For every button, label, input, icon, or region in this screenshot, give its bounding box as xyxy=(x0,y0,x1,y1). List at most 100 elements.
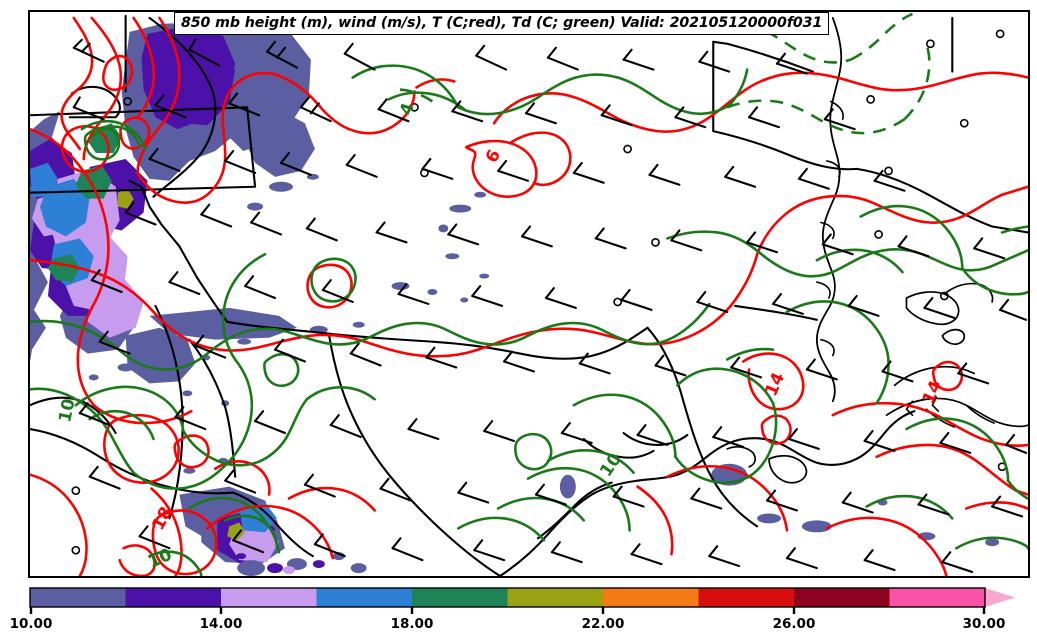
coast-detail-e7 xyxy=(905,396,940,416)
td-contour-gulf-1 xyxy=(572,393,677,459)
td-dash-4 xyxy=(903,43,931,121)
wind-fill-band-16c xyxy=(30,162,58,197)
wind-barb xyxy=(188,38,221,67)
wind-barb xyxy=(232,529,265,554)
coast-detail-e3 xyxy=(941,328,966,345)
colorbar-tick-label: 14.00 xyxy=(200,616,243,632)
td-contour-nw-low xyxy=(88,409,155,441)
state-border-texas-east xyxy=(646,326,759,528)
wind-barb xyxy=(321,279,354,303)
wind-barb xyxy=(847,294,880,317)
wind-barb xyxy=(88,465,121,490)
colorbar-svg[interactable]: 10.00 14.00 18.00 22.00 26.00 30.00 xyxy=(0,586,1037,633)
td-contour-s-2 xyxy=(259,397,309,463)
wind-barb xyxy=(690,487,723,510)
state-border-east-horizontal xyxy=(712,40,814,73)
wind-barb xyxy=(696,290,729,313)
t-contour-gulf-3 xyxy=(636,485,674,556)
colorbar-tick-label: 30.00 xyxy=(963,616,1006,632)
wind-barb xyxy=(863,429,896,452)
t-contour-s-2 xyxy=(287,486,376,512)
colorbar[interactable]: 10.00 14.00 18.00 22.00 26.00 30.00 xyxy=(0,586,1037,633)
t-contour-mid-1 xyxy=(205,71,285,196)
t-contour-ne-box xyxy=(281,76,416,135)
wind-fill-speckles xyxy=(88,173,1000,576)
colorbar-segment xyxy=(794,588,890,607)
td-contour-e-3 xyxy=(815,248,904,274)
wind-barb xyxy=(630,543,663,566)
colorbar-segment xyxy=(221,588,317,607)
colorbar-segment xyxy=(698,588,794,607)
t-contour-gulf-1 xyxy=(741,352,805,411)
wind-barb xyxy=(923,296,956,319)
t-contour-sw-2 xyxy=(76,306,96,407)
wind-barb xyxy=(447,223,480,246)
state-border-sw-lower xyxy=(30,427,235,495)
river-interior-2 xyxy=(154,304,184,520)
coast-detail-gulf-ne xyxy=(768,455,808,484)
wind-barb xyxy=(303,473,336,498)
wind-barb xyxy=(897,235,930,258)
t-contour-ne-upper xyxy=(520,71,1028,133)
state-border-east-lower xyxy=(734,304,818,321)
colorbar-tick-label: 10.00 xyxy=(10,616,53,632)
t-contour-closed-1 xyxy=(102,54,134,92)
wind-barb xyxy=(279,151,312,176)
td-contour-closed-bay xyxy=(514,432,553,471)
station-markers xyxy=(71,29,1007,555)
wind-barb xyxy=(746,231,779,254)
colorbar-segment xyxy=(507,588,603,607)
wind-barb xyxy=(78,402,111,427)
colorbar-outline xyxy=(29,587,986,608)
t-contour-sw-lower2 xyxy=(150,487,183,576)
wind-barb xyxy=(748,106,781,129)
contour-label: 14 xyxy=(760,369,788,399)
wind-barb xyxy=(805,358,838,381)
contour-label: 6 xyxy=(481,146,504,166)
colorbar-ticks xyxy=(29,607,986,614)
wind-barb xyxy=(600,104,633,127)
td-contour-sw-3 xyxy=(132,358,254,490)
wind-barb xyxy=(670,229,703,252)
wind-barb xyxy=(991,495,1024,518)
wind-barb xyxy=(343,42,376,71)
wind-barb xyxy=(612,485,645,508)
colorbar-extend-arrow xyxy=(985,588,1015,607)
state-border-north xyxy=(148,16,217,198)
wind-barb xyxy=(550,541,583,564)
coast-detail-e1 xyxy=(905,291,960,326)
map-panel[interactable]: 4 6 10 18 10 10 14 14 xyxy=(28,10,1030,578)
wind-barb xyxy=(957,362,990,385)
colorbar-tick-labels: 10.00 14.00 18.00 22.00 26.00 30.00 xyxy=(10,616,1006,632)
t-contour-sw-ring-lower xyxy=(118,544,156,576)
state-border-nw2 xyxy=(68,85,121,119)
wind-barb xyxy=(313,533,346,558)
wind-barb xyxy=(708,545,741,568)
map-canvas[interactable]: 4 6 10 18 10 10 14 14 xyxy=(30,12,1028,576)
state-border-sw-lower2 xyxy=(232,491,314,558)
td-contour-4-lead xyxy=(387,91,466,111)
coast-detail-gulf-ne2 xyxy=(726,445,757,468)
wind-barb xyxy=(939,431,972,454)
t-contour-e-ring xyxy=(931,360,964,392)
coast-detail-e4 xyxy=(885,397,1028,428)
td-contour-ne-vert xyxy=(1000,225,1028,234)
wind-barb xyxy=(471,285,504,307)
wind-barb xyxy=(138,525,171,550)
contour-label: 14 xyxy=(918,377,946,407)
td-dash-2 xyxy=(850,12,913,61)
t-contour-gulf-2 xyxy=(666,465,789,532)
colorbar-segments xyxy=(30,588,1015,607)
colorbar-segment xyxy=(316,588,412,607)
td-contour-sw-4 xyxy=(221,252,267,361)
wind-barb xyxy=(841,491,874,514)
td-contour-e-8 xyxy=(1006,479,1028,500)
td-contour-s-1 xyxy=(182,429,263,467)
colorbar-segment xyxy=(889,588,985,607)
td-contour-nw-ring xyxy=(83,126,121,161)
coast-detail-e2 xyxy=(943,282,994,303)
coastline-ne-gulf xyxy=(742,437,858,466)
wind-barb xyxy=(299,96,332,123)
wind-barb xyxy=(250,211,283,236)
state-border-east-h2 xyxy=(712,130,858,171)
